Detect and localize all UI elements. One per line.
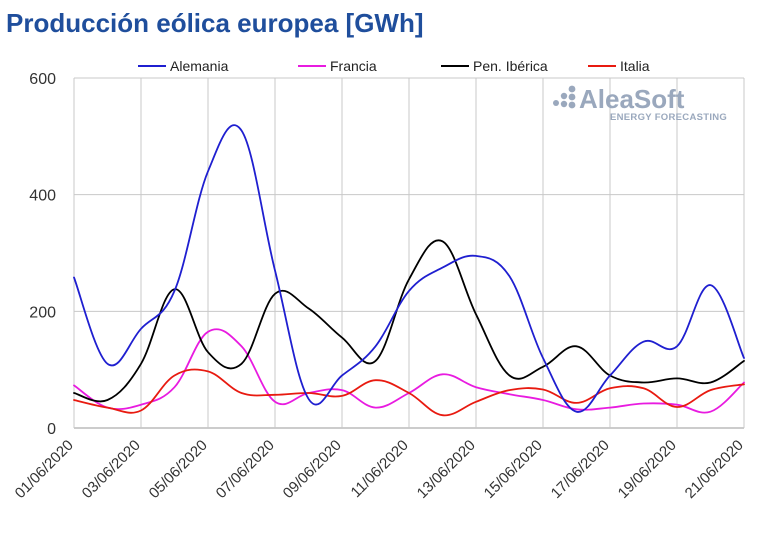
logo-tagline: ENERGY FORECASTING [610, 112, 727, 123]
x-axis: 01/06/2020 03/06/2020 05/06/2020 07/06/2020… [12, 437, 747, 502]
series-line-alemania [73, 124, 745, 413]
x-tick-label: 17/06/2020 [548, 437, 613, 502]
logo-dots-icon [553, 85, 576, 109]
aleasoft-logo: AleaSoft ENERGY FORECASTING [553, 84, 727, 123]
y-tick-label: 400 [29, 188, 56, 205]
logo-name: AleaSoft [579, 84, 685, 114]
series-line-italia [73, 368, 745, 417]
legend-label-italia: Italia [620, 58, 650, 74]
x-tick-label: 01/06/2020 [12, 437, 77, 502]
y-tick-label: 0 [47, 421, 56, 438]
x-tick-label: 05/06/2020 [146, 437, 211, 502]
grid [73, 77, 745, 429]
y-tick-label: 600 [29, 71, 56, 88]
y-axis: 0 200 400 600 [29, 71, 56, 438]
x-tick-label: 13/06/2020 [414, 437, 479, 502]
legend-label-francia: Francia [330, 58, 377, 74]
series-lines [73, 124, 745, 417]
x-tick-label: 07/06/2020 [213, 437, 278, 502]
series-line-pen-ib-rica [73, 239, 745, 403]
legend-label-pen-ib-rica: Pen. Ibérica [473, 58, 548, 74]
chart-title: Producción eólica europea [GWh] [6, 8, 424, 38]
x-tick-label: 21/06/2020 [682, 437, 747, 502]
x-tick-label: 03/06/2020 [79, 437, 144, 502]
legend-label-alemania: Alemania [170, 58, 229, 74]
legend: Alemania Francia Pen. Ibérica Italia [138, 58, 650, 74]
y-tick-label: 200 [29, 304, 56, 321]
x-tick-label: 11/06/2020 [348, 437, 412, 501]
x-tick-label: 15/06/2020 [481, 437, 546, 502]
x-tick-label: 19/06/2020 [615, 437, 680, 502]
x-tick-label: 09/06/2020 [280, 437, 345, 502]
